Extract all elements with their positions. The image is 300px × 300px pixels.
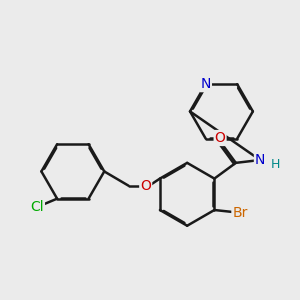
Text: O: O <box>140 179 151 193</box>
Text: N: N <box>255 153 265 167</box>
Text: O: O <box>215 131 226 145</box>
Text: H: H <box>271 158 280 171</box>
Text: Br: Br <box>232 206 248 220</box>
Text: N: N <box>200 77 211 91</box>
Text: Cl: Cl <box>30 200 44 214</box>
